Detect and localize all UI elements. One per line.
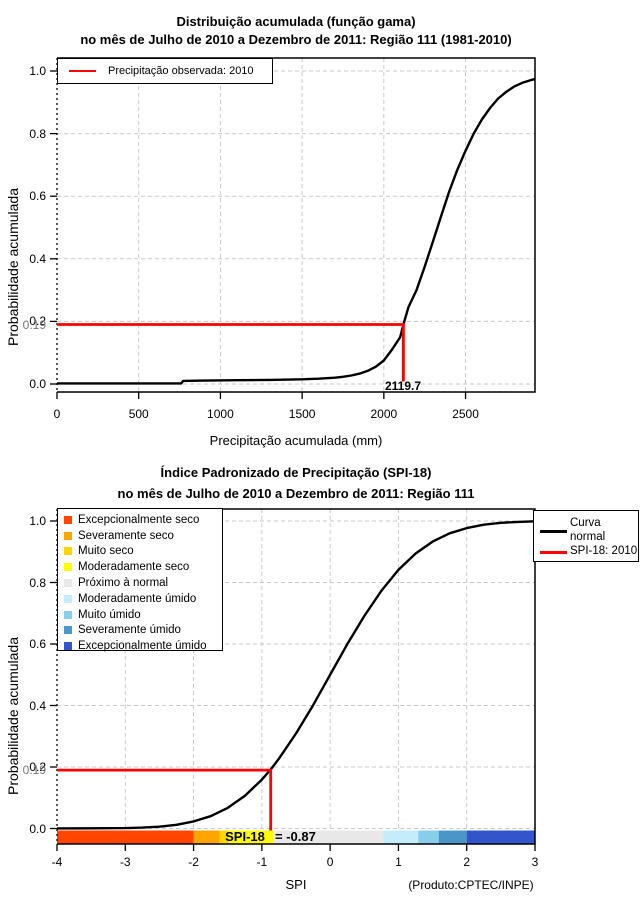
bottom-chart-title-line2: no mês de Julho de 2010 a Dezembro de 20… — [117, 486, 475, 501]
bottom-x-tick-label: 3 — [531, 855, 539, 869]
category-color-swatch — [64, 563, 72, 572]
spi-bar-segment — [466, 830, 535, 844]
top-observed-prob-label: 0.19 — [22, 317, 46, 332]
legend-item: Moderadamente seco — [58, 559, 222, 575]
category-color-swatch — [64, 547, 72, 556]
bottom-x-tick-label: -1 — [256, 855, 268, 869]
category-color-swatch — [64, 642, 72, 651]
top-chart-legend: Precipitação observada: 2010 — [57, 58, 273, 84]
spi-bar-segment — [193, 830, 220, 844]
spi-observed-marker — [57, 768, 273, 831]
product-credit: (Produto:CPTEC/INPE) — [408, 878, 534, 892]
top-chart-title-line1: Distribuição acumulada (função gama) — [176, 14, 416, 29]
bottom-y-tick-label: 0.8 — [29, 575, 46, 590]
category-label: Severamente seco — [78, 529, 174, 542]
legend-item: Severamente seco — [58, 528, 222, 544]
bottom-x-tick-label: -4 — [51, 855, 63, 869]
bottom-x-axis-label: SPI — [285, 877, 307, 892]
top-y-tick-label: 1.0 — [29, 64, 46, 78]
category-label: Muito seco — [78, 545, 134, 558]
spi-bar-segment — [438, 830, 467, 844]
spi-bar-segment — [228, 830, 274, 844]
bottom-observed-prob-label: 0.19 — [22, 762, 46, 777]
spi-bar-value: = -0.87 — [275, 829, 316, 844]
top-observed-value-label: 2119.7 — [384, 378, 422, 393]
top-x-tick-label: 1000 — [207, 407, 234, 421]
category-color-swatch — [64, 531, 72, 540]
curve-legend-line2: normal — [570, 531, 606, 543]
top-chart-title-line2: no mês de Julho de 2010 a Dezembro de 20… — [80, 32, 512, 47]
bottom-y-tick-label: 0.0 — [29, 821, 46, 836]
bottom-x-tick-label: -3 — [119, 855, 131, 869]
normal-curve-legend-marker — [540, 530, 567, 533]
red-line-legend-marker — [69, 69, 96, 73]
category-label: Severamente úmido — [78, 624, 181, 637]
bottom-chart-title-line1: Índice Padronizado de Precipitação (SPI-… — [160, 465, 432, 480]
top-x-tick-label: 0 — [53, 407, 61, 421]
spi-bar-segment — [219, 830, 229, 844]
gamma-curve — [57, 77, 536, 385]
spi-curve — [56, 520, 536, 830]
legend-item: Severamente úmido — [58, 623, 222, 639]
category-label: Moderadamente seco — [78, 561, 190, 574]
category-color-swatch — [64, 610, 72, 619]
top-y-tick-label: 0.4 — [29, 251, 46, 266]
top-x-tick-label: 2000 — [370, 407, 398, 421]
category-label: Moderadamente úmido — [78, 592, 197, 605]
legend-item: Moderadamente úmido — [58, 591, 222, 607]
legend-item: Muito úmido — [58, 607, 222, 623]
bottom-x-tick-label: 1 — [395, 855, 402, 869]
top-x-tick-label: 1500 — [288, 407, 316, 421]
spi-plot-box — [57, 508, 536, 845]
category-color-swatch — [64, 515, 72, 524]
spi-bar-segment — [273, 830, 384, 844]
top-x-tick-label: 500 — [128, 407, 149, 421]
top-y-tick-label: 0.8 — [29, 126, 46, 141]
bottom-y-tick-label: 0.4 — [29, 698, 46, 713]
bottom-y-tick-label: 1.0 — [29, 514, 46, 528]
spi-bar-segment — [383, 830, 419, 844]
category-label: Excepcionalmente úmido — [78, 640, 207, 653]
legend-item: Muito seco — [58, 544, 222, 560]
curve-legend: Curva normal SPI-18: 2010 — [533, 510, 639, 562]
category-color-swatch — [64, 626, 72, 635]
curve-legend-line1: Curva — [570, 517, 601, 529]
bottom-x-tick-label: 0 — [326, 855, 334, 869]
spi-legend-marker — [540, 551, 567, 554]
spi-bar-segment — [418, 830, 439, 844]
top-y-tick-label: 0.0 — [29, 377, 46, 391]
category-color-swatch — [64, 579, 72, 588]
top-y-tick-label: 0.2 — [29, 314, 46, 329]
bottom-x-tick-label: -2 — [188, 855, 199, 869]
category-color-swatch — [64, 594, 72, 603]
legend-item: Próximo à normal — [58, 575, 222, 591]
category-label: Excepcionalmente seco — [78, 513, 200, 526]
bottom-y-tick-label: 0.6 — [29, 637, 46, 651]
spi-category-legend: Excepcionalmente seco Severamente seco Mui… — [57, 508, 223, 654]
spi-bar-segment — [57, 830, 194, 844]
category-label: Próximo à normal — [78, 577, 169, 590]
legend-item: Excepcionalmente úmido — [58, 638, 222, 654]
bottom-y-tick-label: 0.2 — [29, 760, 46, 774]
gamma-observed-marker — [57, 323, 405, 382]
bottom-x-tick-label: 2 — [463, 855, 471, 869]
top-x-axis-label: Precipitação acumulada (mm) — [209, 433, 383, 448]
category-label: Muito úmido — [78, 608, 141, 621]
top-legend-label: Precipitação observada: 2010 — [108, 65, 254, 77]
spi-bar-label: SPI-18 — [225, 829, 265, 844]
legend-item: Excepcionalmente seco — [58, 512, 222, 528]
gamma-plot-box — [57, 57, 536, 393]
top-x-tick-label: 2500 — [452, 407, 479, 421]
spi-legend-label: SPI-18: 2010 — [570, 545, 638, 557]
top-y-tick-label: 0.6 — [29, 189, 46, 204]
